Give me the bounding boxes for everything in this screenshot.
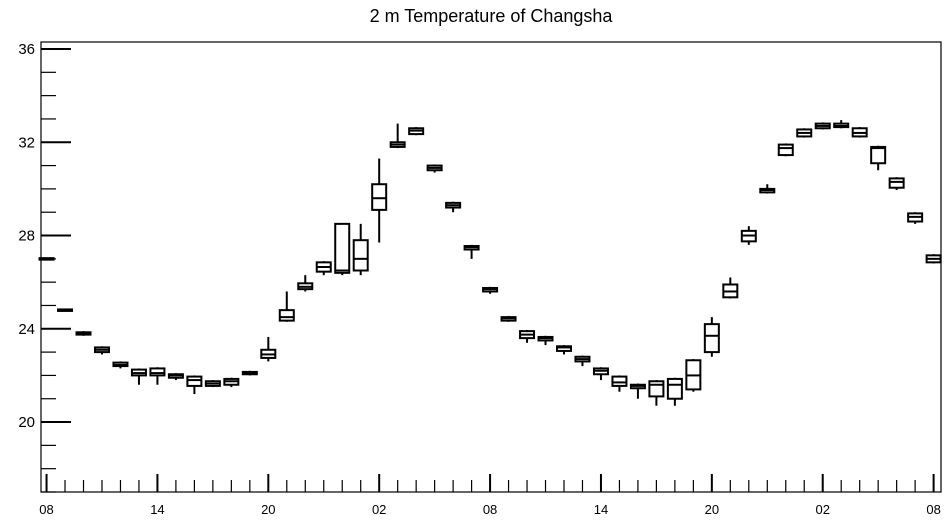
box-plot-26 — [519, 329, 536, 343]
y-tick-label: 20 — [18, 414, 35, 431]
box-plot-45 — [870, 145, 887, 171]
box-plot-23 — [463, 244, 480, 259]
box-plot-25 — [500, 315, 517, 322]
box-plot-7 — [167, 373, 184, 381]
box-body — [611, 375, 628, 387]
box-plot-10 — [223, 377, 240, 388]
x-tick-label: 14 — [594, 502, 608, 517]
box-plot-38 — [740, 226, 757, 245]
box-plot-43 — [833, 120, 850, 129]
box-plot-8 — [186, 375, 203, 395]
box-body — [352, 239, 369, 272]
box-body — [278, 309, 295, 322]
box-plot-33 — [648, 380, 665, 406]
box-plot-28 — [555, 345, 572, 355]
box-plot-46 — [888, 177, 905, 191]
box-plot-9 — [204, 380, 221, 388]
box-body — [777, 143, 794, 157]
box-plot-39 — [759, 184, 776, 194]
box-body — [703, 323, 720, 354]
x-tick-label: 20 — [705, 502, 719, 517]
box-plot-27 — [537, 335, 554, 346]
box-plot-12 — [260, 336, 277, 362]
y-tick-label: 36 — [18, 41, 35, 58]
box-plot-41 — [796, 128, 813, 138]
plot-frame — [40, 41, 942, 493]
x-tick-label: 02 — [815, 502, 829, 517]
box-plot-42 — [814, 122, 831, 130]
box-plot-30 — [592, 367, 609, 381]
box-plot-22 — [445, 201, 462, 213]
y-tick-label: 24 — [18, 321, 35, 338]
box-series — [38, 120, 942, 406]
box-body — [149, 367, 166, 377]
x-tick-label: 02 — [372, 502, 386, 517]
box-body — [870, 145, 887, 165]
x-tick-label: 08 — [39, 502, 53, 517]
box-body — [334, 222, 351, 274]
x-tick-label: 08 — [483, 502, 497, 517]
box-plot-16 — [334, 222, 351, 276]
box-plot-29 — [574, 355, 591, 367]
box-plot-1 — [57, 308, 74, 312]
box-plot-20 — [408, 127, 425, 136]
box-plot-24 — [482, 286, 499, 294]
box-plot-32 — [629, 383, 646, 399]
box-body — [371, 183, 388, 211]
box-plot-40 — [777, 143, 794, 157]
box-plot-19 — [389, 123, 406, 149]
box-plot-37 — [722, 277, 739, 299]
box-plot-4 — [112, 361, 129, 369]
box-plot-15 — [315, 261, 332, 276]
box-plot-2 — [75, 331, 92, 336]
box-body — [555, 345, 572, 352]
box-plot-48 — [925, 254, 942, 264]
box-plot-44 — [851, 127, 868, 138]
box-plot-18 — [371, 158, 388, 243]
box-body — [888, 177, 905, 189]
x-tick-label: 14 — [150, 502, 164, 517]
box-plot-21 — [426, 164, 443, 173]
x-tick-label: 20 — [261, 502, 275, 517]
box-plot-0 — [38, 257, 55, 261]
box-plot-47 — [907, 212, 924, 224]
y-tick-label: 32 — [18, 134, 35, 151]
box-plot-6 — [149, 367, 166, 385]
box-plot-5 — [130, 368, 147, 385]
box-plot-13 — [278, 291, 295, 322]
chart-title: 2 m Temperature of Changsha — [370, 6, 614, 26]
box-body — [666, 377, 683, 400]
y-tick-label: 28 — [18, 228, 35, 245]
axes: 20 24 28 32 36 08 14 20 02 08 14 20 02 08 — [18, 41, 942, 517]
box-body — [648, 380, 665, 398]
box-plot-3 — [93, 346, 110, 355]
x-tick-label: 08 — [926, 502, 940, 517]
box-plot-11 — [241, 370, 258, 376]
box-body — [186, 375, 203, 387]
box-plot-17 — [352, 223, 369, 276]
box-plot-31 — [611, 375, 628, 392]
box-plot-36 — [703, 317, 720, 357]
box-plot-34 — [666, 377, 683, 406]
box-plot-35 — [685, 359, 702, 392]
box-plot-14 — [297, 275, 314, 292]
